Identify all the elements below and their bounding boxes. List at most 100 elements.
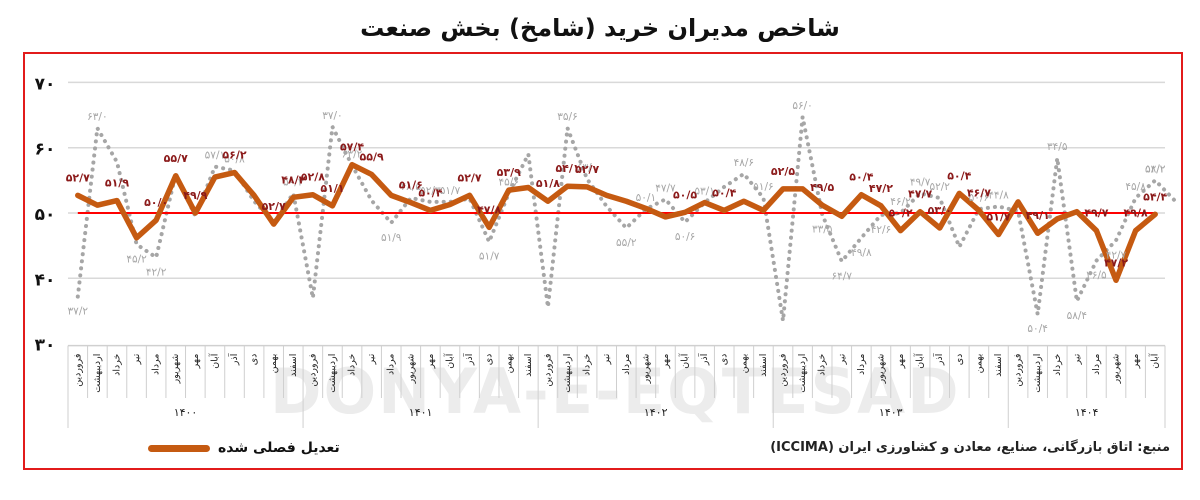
x-tick-label: شهریور <box>170 354 181 385</box>
adjusted-data-label: ۴۷/۷ <box>908 188 932 201</box>
x-tick-label: تیر <box>366 353 377 365</box>
x-tick-label: دی <box>484 354 495 366</box>
adjusted-data-label: ۴۹/۹ <box>183 189 207 202</box>
x-tick-label: اسفند <box>758 354 769 377</box>
x-tick-label: فروردین <box>72 354 83 387</box>
x-tick-label: آذر <box>227 353 240 366</box>
adjusted-data-label: ۴۹/۵ <box>810 181 834 194</box>
adjusted-data-label: ۵۱/۷ <box>986 211 1010 224</box>
x-tick-label: مهر <box>425 354 436 370</box>
x-tick-label: تیر <box>1071 353 1082 365</box>
x-tick-label: بهمن <box>503 354 514 374</box>
adjusted-data-label: ۵۱/۹ <box>105 177 129 190</box>
x-tick-label: دی <box>249 354 260 366</box>
x-tick-label: مهر <box>190 354 201 370</box>
x-tick-label: اسفند <box>288 354 299 377</box>
x-tick-label: شهریور <box>405 354 416 385</box>
x-tick-label: تیر <box>601 353 612 365</box>
x-tick-label: فروردین <box>778 354 789 387</box>
x-tick-label: آذر <box>462 353 475 366</box>
x-tick-label: اردیبهشت <box>797 354 808 393</box>
y-tick-label: ۵۰ <box>35 205 56 225</box>
adjusted-data-label: ۴۹/۷ <box>1084 207 1108 220</box>
raw-data-label: ۵۰/۳ <box>283 176 304 188</box>
x-tick-label: مرداد <box>1091 354 1102 375</box>
x-tick-label: مرداد <box>386 354 397 375</box>
adjusted-data-label: ۵۳/۹ <box>497 166 521 179</box>
raw-data-label: ۵۷/۱ <box>205 150 225 162</box>
raw-data-label: ۴۶/۲ <box>890 196 911 208</box>
raw-data-label: ۵۱/۷ <box>479 251 500 263</box>
adjusted-data-label: ۵۰/۲ <box>888 207 912 220</box>
raw-data-label: ۴۲/۷ <box>1106 249 1127 261</box>
raw-data-label: ۳۴/۵ <box>1047 141 1068 153</box>
x-tick-label: فروردین <box>1013 354 1024 387</box>
raw-data-label: ۵۶/۰ <box>792 100 812 112</box>
raw-data-label: ۳۷/۰ <box>322 110 342 122</box>
source-note: منبع: اتاق بازرگانی، صنایع، معادن و کشاو… <box>770 440 1170 455</box>
x-tick-label: آبان <box>207 353 220 369</box>
x-tick-label: اردیبهشت <box>562 354 573 393</box>
chart-title: شاخص مدیران خرید (شامخ) بخش صنعت <box>360 14 840 42</box>
x-tick-label: مهر <box>660 354 671 370</box>
adjusted-data-label: ۵۴/۱ <box>555 162 579 175</box>
x-tick-label: خرداد <box>582 353 593 375</box>
legend-swatch-adjusted <box>148 444 210 452</box>
raw-data-label: ۵۱/۶ <box>753 181 773 193</box>
raw-data-label: ۴۲/۶ <box>871 224 891 236</box>
x-tick-label: مهر <box>1130 354 1141 370</box>
raw-data-label: ۴۷/۷ <box>655 182 676 194</box>
adjusted-data-label: ۵۰/۴ <box>712 186 736 199</box>
adjusted-data-label: ۴۷/۲ <box>869 182 893 195</box>
adjusted-data-label: ۴۶/۷ <box>967 186 991 199</box>
adjusted-data-label: ۴۸/۳ <box>281 173 305 186</box>
raw-data-label: ۵۰/۴ <box>1027 323 1047 335</box>
x-tick-label: شهریور <box>875 354 886 385</box>
y-tick-label: ۴۰ <box>35 270 56 290</box>
adjusted-data-label: ۵۲/۷ <box>262 200 286 213</box>
raw-data-label: ۵۳/۱ <box>694 186 714 198</box>
x-tick-label: اسفند <box>523 354 534 377</box>
series-adjusted-line <box>75 161 1158 284</box>
raw-data-label: ۶۴/۷ <box>832 270 853 282</box>
raw-data-label: ۵۱/۷ <box>440 185 461 197</box>
adjusted-data-label: ۵۱/۸ <box>536 177 560 190</box>
x-tick-label: خرداد <box>1052 353 1063 375</box>
raw-data-label: ۳۶/۵ <box>1086 270 1107 282</box>
year-label: ۱۴۰۱ <box>409 406 433 419</box>
x-tick-label: خرداد <box>817 353 828 375</box>
x-tick-label: تیر <box>131 353 142 365</box>
adjusted-data-label: ۵۲/۸ <box>301 171 325 184</box>
year-label: ۱۴۰۰ <box>174 406 198 419</box>
adjusted-data-label: ۴۷/۲ <box>1104 256 1128 269</box>
raw-data-label: ۵۰/۱ <box>636 192 656 204</box>
x-tick-label: آبان <box>442 353 455 369</box>
x-tick-label: دی <box>954 354 965 366</box>
raw-data-label: ۳۷/۲ <box>68 306 89 318</box>
raw-data-label: ۵۰/۶ <box>675 231 695 243</box>
x-tick-label: فروردین <box>542 354 553 387</box>
adjusted-data-label: ۵۰/۵ <box>673 188 697 201</box>
raw-data-label: ۴۵/۶ <box>499 176 519 188</box>
raw-data-label: ۵۲/۳ <box>420 185 441 197</box>
adjusted-data-label: ۵۴/۴ <box>1143 190 1167 203</box>
x-tick-label: بهمن <box>973 354 984 374</box>
x-tick-label: آبان <box>913 353 926 369</box>
raw-data-label: ۵۰/۶ <box>969 192 989 204</box>
adjusted-data-label: ۴۷/۸ <box>477 203 501 216</box>
x-tick-label: مرداد <box>621 354 632 375</box>
x-tick-label: خرداد <box>111 353 122 375</box>
adjusted-data-label: ۵۷/۴ <box>340 141 364 154</box>
x-tick-label: اردیبهشت <box>92 354 103 393</box>
raw-data-label: ۶۳/۰ <box>87 111 107 123</box>
raw-data-label: ۵۸/۴ <box>1067 310 1087 322</box>
x-tick-label: مرداد <box>856 354 867 375</box>
x-tick-label: آذر <box>697 353 710 366</box>
x-tick-label: آبان <box>1148 353 1161 369</box>
adjusted-data-label: ۵۲/۵ <box>771 165 795 178</box>
raw-data-label: ۳۳/۵ <box>812 223 833 235</box>
adjusted-data-label: ۵۰/۴ <box>418 186 442 199</box>
raw-data-label: ۴۹/۸ <box>851 247 872 259</box>
x-tick-label: اردیبهشت <box>327 354 338 393</box>
